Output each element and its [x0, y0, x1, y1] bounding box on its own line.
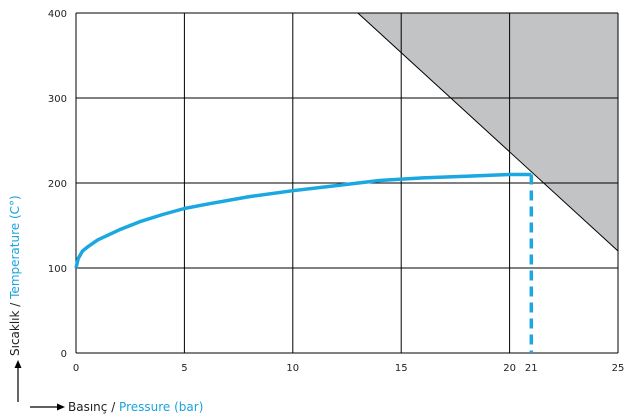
y-tick-label: 200	[48, 179, 67, 190]
x-tick-label: 20	[503, 363, 516, 374]
y-axis-label-separator: /	[8, 299, 22, 311]
tick-labels-layer: 0 5 10 15 20 21 25 0 100 200 300 400	[48, 9, 624, 374]
y-axis-label-prefix: Sıcaklık	[8, 310, 22, 356]
x-tick-label: 10	[286, 363, 299, 374]
x-tick-label: 0	[73, 363, 79, 374]
x-axis-label-group: Basınç / Pressure (bar)	[30, 400, 203, 414]
y-axis-label-group: Sıcaklık / Temperature (C°)	[8, 195, 22, 402]
y-axis-label: Sıcaklık / Temperature (C°)	[8, 195, 22, 356]
y-tick-label: 400	[48, 9, 67, 20]
x-axis-label-text: Pressure (bar)	[119, 400, 203, 414]
x-axis-arrowhead	[57, 403, 65, 411]
x-tick-label: 15	[395, 363, 408, 374]
y-tick-label: 0	[61, 349, 67, 360]
series-layer	[74, 172, 534, 353]
y-axis-label-text: Temperature (C°)	[8, 195, 22, 300]
x-tick-label: 25	[612, 363, 625, 374]
x-axis-label-prefix: Basınç	[68, 400, 107, 414]
shaded-region-layer	[357, 12, 619, 252]
grid-layer	[75, 12, 619, 354]
x-axis-label: Basınç / Pressure (bar)	[68, 400, 203, 414]
x-tick-label: 21	[525, 363, 538, 374]
series-curve	[74, 172, 532, 269]
x-axis-label-separator: /	[107, 400, 119, 414]
y-tick-label: 100	[48, 264, 67, 275]
y-axis-arrowhead	[14, 360, 22, 368]
x-tick-label: 5	[181, 363, 187, 374]
y-tick-label: 300	[48, 94, 67, 105]
